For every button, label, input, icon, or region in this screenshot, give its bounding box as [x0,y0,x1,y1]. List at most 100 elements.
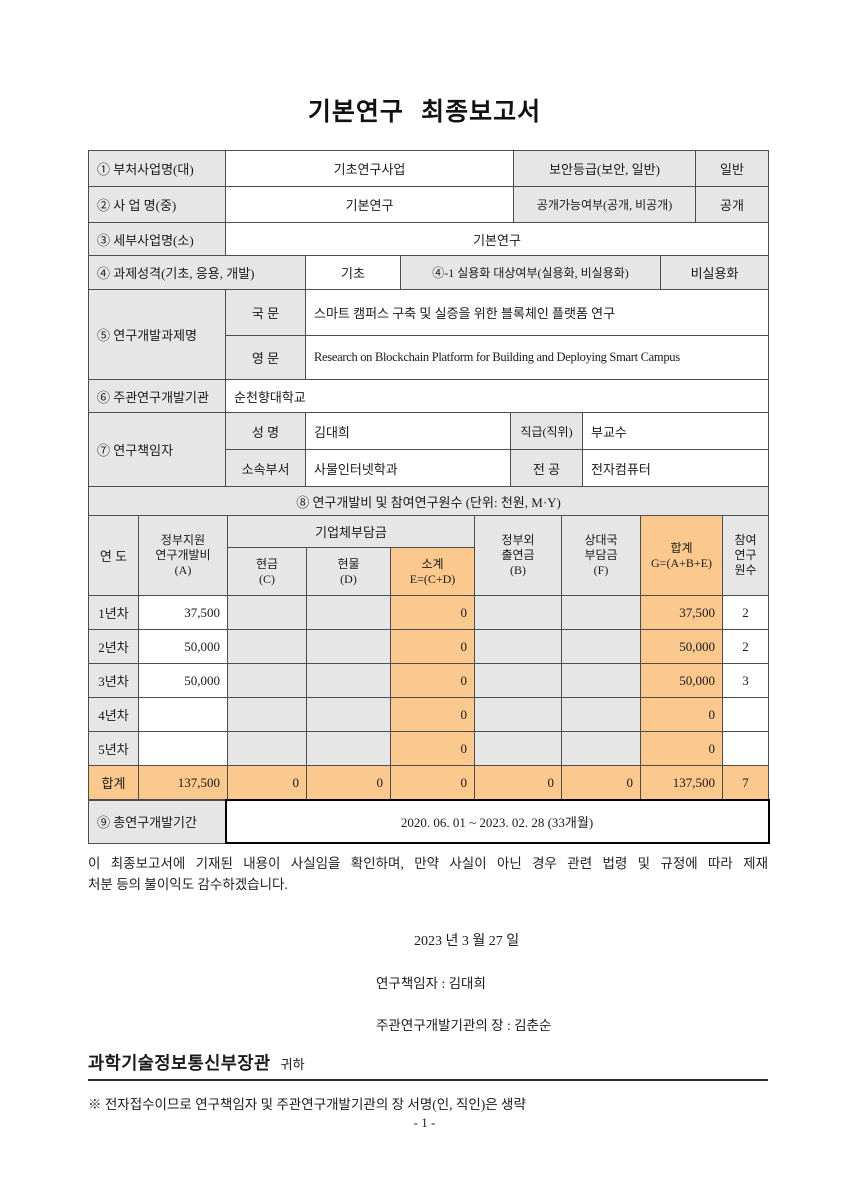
budget-row-year5: 5년차 0 0 [88,731,770,766]
table-row: ② 사 업 명(중) 기본연구 공개가능여부(공개, 비공개) 공개 [88,186,769,223]
col-header-company-contribution: 기업체부담금 [227,515,475,548]
info-table-institution: ⑥ 주관연구개발기관 순천향대학교 [88,379,769,413]
field-value-subprogram: 기본연구 [225,222,769,256]
field-value-security-grade: 일반 [695,150,769,187]
field-value-english-title: Research on Blockchain Platform for Buil… [305,335,769,380]
year-cell: 2년차 [88,629,139,664]
inkind-cell [306,629,391,664]
table-row: ⑦ 연구책임자 성 명 김대희 직급(직위) 부교수 [88,412,769,487]
signature-date: 2023 년 3 월 27 일 [414,933,520,949]
gov-fund-cell: 137,500 [138,765,228,800]
col-header-partner-country: 상대국 부담금 (F) [561,515,641,596]
partner-cell [561,697,641,732]
field-label-pi-rank: 직급(직위) [510,412,583,450]
budget-table: ⑧ 연구개발비 및 참여연구원수 (단위: 천원, M·Y) 연 도 정부지원 … [87,486,770,800]
col-header-researchers: 참여 연구원수 [721,515,770,596]
inkind-cell [306,731,391,766]
inkind-cell [306,663,391,698]
partner-cell [561,663,641,698]
table-row: 영 문 Research on Blockchain Platform for … [89,335,769,380]
declaration-line-1: 이 최종보고서에 기재된 내용이 사실임을 확인하며, 만약 사실이 아닌 경우… [88,856,768,871]
year-cell: 합계 [88,765,139,800]
nongov-cell [474,629,562,664]
addressee-minister: 과학기술정보통신부장관 [88,1052,271,1073]
field-label-pi-major: 전 공 [510,449,583,487]
budget-header-row-1: 연 도 정부지원 연구개발비 (A) 기업체부담금 정부외 출연금 (B) 상대… [88,515,770,596]
field-label-principal-investigator: ⑦ 연구책임자 [88,412,226,487]
subtotal-cell: 0 [390,765,475,800]
inkind-cell: 0 [306,765,391,800]
signature-institution-head: 주관연구개발기관의 장 : 김춘순 [376,1017,552,1033]
researchers-cell: 2 [721,629,770,664]
addressee-line: 과학기술정보통신부장관 귀하 [88,1050,768,1081]
col-header-year: 연 도 [88,515,139,596]
partner-cell [561,731,641,766]
col-header-gov-fund: 정부지원 연구개발비 (A) [138,515,228,596]
info-table-project-type: ④ 과제성격(기초, 응용, 개발) 기초 ④-1 실용화 대상여부(실용화, … [88,255,769,290]
field-label-total-period: ⑨ 총연구개발기간 [88,799,226,844]
gov-fund-cell [138,731,228,766]
field-value-lead-institution: 순천향대학교 [225,379,769,413]
info-table-project-title: ⑤ 연구개발과제명 국 문 스마트 캠퍼스 구축 및 실증을 위한 블록체인 플… [88,289,769,380]
total-cell: 37,500 [640,595,723,630]
nongov-cell [474,595,562,630]
table-row: ⑨ 총연구개발기간 2020. 06. 01 ~ 2023. 02. 28 (3… [88,799,770,844]
partner-cell: 0 [561,765,641,800]
budget-row-total: 합계 137,500 0 0 0 0 0 137,500 7 [88,765,770,800]
field-label-disclosure: 공개가능여부(공개, 비공개) [513,186,696,223]
info-table-subprogram: ③ 세부사업명(소) 기본연구 [88,222,769,256]
table-row: ① 부처사업명(대) 기초연구사업 보안등급(보안, 일반) 일반 [88,150,769,187]
field-label-pi-name: 성 명 [225,412,306,450]
year-cell: 5년차 [88,731,139,766]
inkind-cell [306,697,391,732]
field-label-project-title: ⑤ 연구개발과제명 [88,289,226,380]
gov-fund-cell [138,697,228,732]
budget-row-year1: 1년차 37,500 0 37,500 2 [88,595,770,630]
nongov-cell: 0 [474,765,562,800]
field-value-pi-department: 사물인터넷학과 [305,449,511,487]
field-value-pi-rank: 부교수 [582,412,769,450]
table-row: 소속부서 사물인터넷학과 전 공 전자컴퓨터 [89,449,769,487]
nongov-cell [474,731,562,766]
inkind-cell [306,595,391,630]
gov-fund-cell: 37,500 [138,595,228,630]
gov-fund-cell: 50,000 [138,663,228,698]
field-value-commercialization: 비실용화 [660,255,769,290]
cash-cell: 0 [227,765,307,800]
field-value-program-name: 기본연구 [225,186,514,223]
field-label-pi-department: 소속부서 [225,449,306,487]
col-header-inkind: 현물 (D) [306,547,391,596]
signature-pi: 연구책임자 : 김대희 [376,975,486,991]
total-cell: 50,000 [640,629,723,664]
col-header-nongov-fund: 정부외 출연금 (B) [474,515,562,596]
field-label-subprogram: ③ 세부사업명(소) [88,222,226,256]
field-label-english-title: 영 문 [225,335,306,380]
field-label-korean-title: 국 문 [225,289,306,336]
subtotal-cell: 0 [390,663,475,698]
field-label-program-name: ② 사 업 명(중) [88,186,226,223]
col-header-total: 합계 G=(A+B+E) [640,515,723,596]
field-label-security-grade: 보안등급(보안, 일반) [513,150,696,187]
col-header-subtotal: 소계 E=(C+D) [390,547,475,596]
budget-section-title: ⑧ 연구개발비 및 참여연구원수 (단위: 천원, M·Y) [87,486,770,516]
nongov-cell [474,663,562,698]
table-row: ③ 세부사업명(소) 기본연구 [88,222,769,256]
field-value-korean-title: 스마트 캠퍼스 구축 및 실증을 위한 블록체인 플랫폼 연구 [305,289,769,336]
field-value-ministry-program: 기초연구사업 [225,150,514,187]
budget-row-year2: 2년차 50,000 0 50,000 2 [88,629,770,664]
researchers-cell: 7 [721,765,770,800]
field-label-commercialization: ④-1 실용화 대상여부(실용화, 비실용화) [400,255,661,290]
total-cell: 50,000 [640,663,723,698]
researchers-cell: 3 [721,663,770,698]
field-value-total-period: 2020. 06. 01 ~ 2023. 02. 28 (33개월) [224,799,770,844]
year-cell: 1년차 [88,595,139,630]
subtotal-cell: 0 [390,595,475,630]
page-title: 기본연구 최종보고서 [307,99,542,126]
info-table-pi: ⑦ 연구책임자 성 명 김대희 직급(직위) 부교수 소속부서 사물인터넷학과 … [88,412,769,487]
total-cell: 137,500 [640,765,723,800]
subtotal-cell: 0 [390,731,475,766]
field-value-project-nature: 기초 [305,255,401,290]
budget-section-header: ⑧ 연구개발비 및 참여연구원수 (단위: 천원, M·Y) [87,486,770,516]
budget-header-row-2: 현금 (C) 현물 (D) 소계 E=(C+D) [89,547,769,596]
cash-cell [227,629,307,664]
